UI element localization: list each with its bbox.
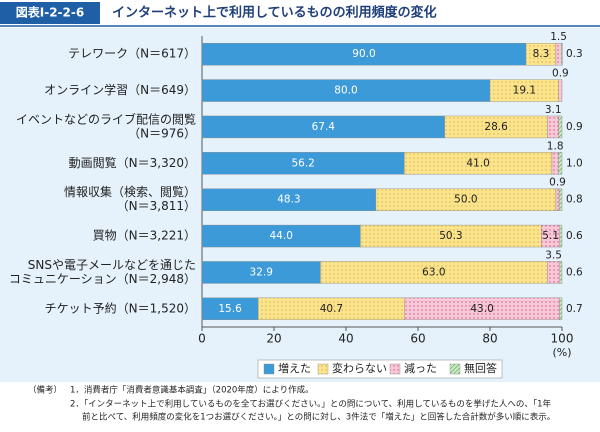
category-label: （N＝976） [128, 126, 196, 140]
value-label: 5.1 [542, 230, 559, 242]
legend-label: 減った [404, 361, 437, 375]
category-label: 動画閲覧（N＝3,320） [69, 156, 196, 170]
value-label: 41.0 [466, 157, 489, 169]
category-label: 情報収集（検索、閲覧） [64, 184, 196, 199]
note-line: 1．消費者庁「消費者意識基本調査」（2020年度）により作成。 [70, 385, 314, 396]
value-label: 50.3 [439, 230, 462, 242]
value-label: 1.8 [547, 140, 564, 152]
x-axis-label: (%) [552, 346, 571, 359]
figure-label: 図表Ⅰ-2-2-6 [16, 5, 84, 20]
value-label: 40.7 [320, 303, 343, 315]
category-label: イベントなどのライブ配信の閲覧 [16, 111, 196, 126]
value-label: 3.5 [545, 249, 562, 261]
legend-swatch [263, 363, 275, 375]
bar-segment [559, 261, 563, 284]
bar-segment [555, 188, 560, 211]
value-label: 90.0 [352, 48, 375, 60]
value-label: 80.0 [334, 85, 357, 97]
value-label: 50.0 [454, 194, 477, 206]
bar-segment [558, 188, 563, 211]
bar-segment [555, 42, 562, 66]
x-tick-label: 20 [266, 332, 281, 346]
bar-segment [547, 261, 561, 284]
bar-segment [559, 297, 563, 321]
category-label: テレワーク（N＝617） [68, 47, 196, 61]
bar-segment [558, 79, 563, 102]
legend-swatch [317, 363, 329, 375]
bar-segment [547, 115, 559, 139]
note-line: 前と比べて、利用頻度の変化を1つお選びください。」との問に対し、3件法で「増えた… [82, 412, 555, 423]
value-label: 15.6 [218, 303, 242, 315]
bar-segment [561, 42, 563, 66]
bar-segment [551, 152, 559, 175]
category-label: SNSや電子メールなどを通じた [28, 258, 196, 272]
value-label: 8.3 [533, 48, 550, 60]
value-label: 0.9 [549, 177, 566, 189]
category-label: コミュニケーション（N＝2,948） [9, 272, 196, 286]
value-label: 1.5 [550, 31, 567, 43]
value-label: 0.6 [566, 266, 583, 278]
value-label: 63.0 [422, 266, 445, 278]
x-tick-label: 0 [198, 332, 206, 346]
value-label: 19.1 [513, 85, 536, 97]
legend-label: 変わらない [332, 361, 387, 375]
bar-segment [558, 152, 563, 175]
category-label: （N＝3,811） [117, 199, 196, 213]
legend-label: 増えた [278, 362, 311, 375]
bar-segment [559, 224, 563, 248]
value-label: 48.3 [277, 194, 300, 206]
value-label: 0.6 [566, 230, 583, 242]
value-label: 3.1 [545, 104, 562, 116]
category-label: 買物（N＝3,221） [93, 229, 196, 243]
chart-title: インターネット上で利用しているものの利用頻度の変化 [112, 5, 437, 21]
notes-head: （備考） [28, 385, 62, 396]
category-label: オンライン学習（N＝649） [44, 82, 196, 97]
x-tick-label: 40 [338, 332, 353, 346]
value-label: 0.7 [566, 303, 583, 315]
value-label: 0.9 [566, 121, 583, 133]
x-tick-label: 80 [482, 332, 497, 346]
x-tick-label: 60 [410, 332, 425, 346]
legend-label: 無回答 [464, 361, 497, 375]
bar-segment [558, 115, 563, 139]
value-label: 0.3 [566, 48, 583, 60]
value-label: 32.9 [250, 266, 273, 278]
note-line: 2．「インターネット上で利用しているものを全てお選びください。」との問について、… [70, 399, 552, 410]
legend-swatch [449, 363, 461, 375]
category-label: チケット予約（N＝1,520） [45, 300, 196, 315]
value-label: 28.6 [484, 121, 508, 133]
value-label: 56.2 [291, 157, 314, 169]
figure-label-bg [0, 2, 100, 24]
value-label: 0.8 [566, 194, 583, 206]
x-tick-label: 100 [551, 332, 574, 346]
value-label: 43.0 [470, 303, 493, 315]
value-label: 0.9 [552, 68, 569, 80]
value-label: 1.0 [566, 157, 583, 169]
value-label: 67.4 [312, 121, 336, 133]
legend-swatch [389, 363, 401, 375]
value-label: 44.0 [270, 230, 293, 242]
